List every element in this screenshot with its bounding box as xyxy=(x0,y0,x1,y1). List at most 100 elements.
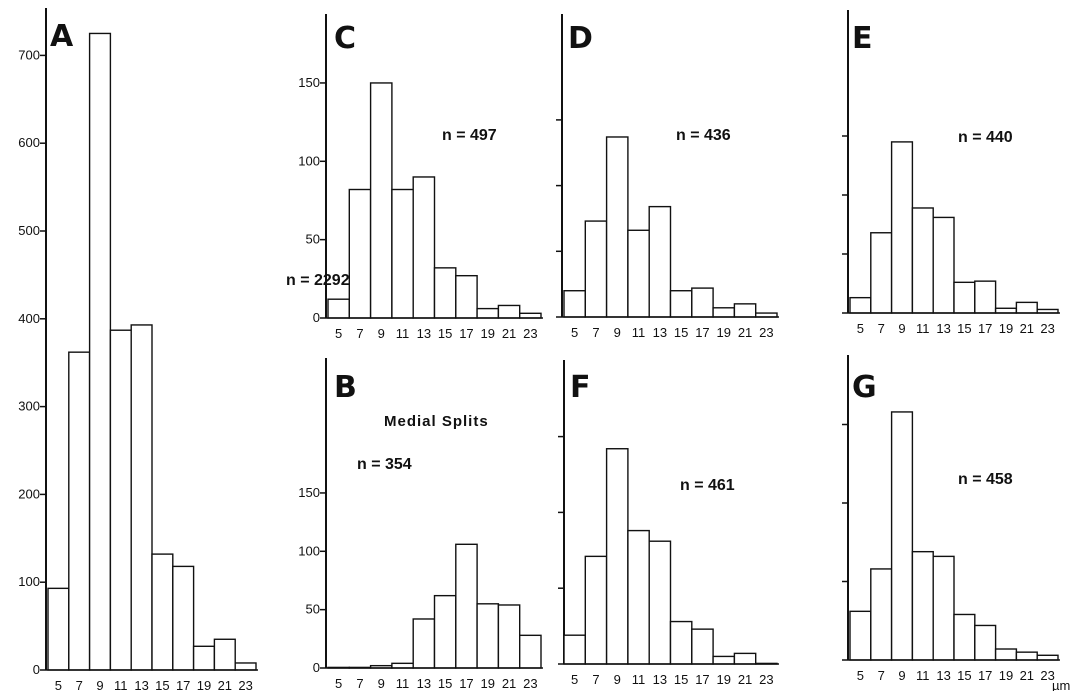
bar-21 xyxy=(497,304,521,319)
y-tick-label: 700 xyxy=(18,47,40,62)
bar-19 xyxy=(994,648,1018,661)
x-tick-label: 11 xyxy=(632,672,646,687)
bar-7 xyxy=(870,568,893,661)
x-tick-label: 13 xyxy=(134,678,148,691)
panel-letter: D xyxy=(568,21,593,56)
sample-size-label: n = 354 xyxy=(357,456,412,473)
x-tick-label: 21 xyxy=(738,325,752,340)
bar-15 xyxy=(953,281,976,314)
panel-letter: C xyxy=(334,21,356,56)
y-tick-label: 150 xyxy=(298,75,320,90)
bar-13 xyxy=(412,618,436,669)
sample-size-label: n = 436 xyxy=(676,127,731,144)
bar-7 xyxy=(870,232,893,314)
x-tick-label: 15 xyxy=(957,321,971,336)
bar-17 xyxy=(974,280,997,314)
bar-17 xyxy=(455,543,478,669)
bar-11 xyxy=(911,207,934,314)
bar-11 xyxy=(627,529,650,665)
y-tick-label: 50 xyxy=(306,232,320,247)
y-tick-label: 50 xyxy=(306,602,320,617)
x-tick-label: 11 xyxy=(396,326,410,341)
x-tick-label: 13 xyxy=(936,321,950,336)
bar-5 xyxy=(47,587,70,671)
x-tick-label: 5 xyxy=(335,326,342,341)
bar-5 xyxy=(563,290,586,318)
x-tick-label: 23 xyxy=(759,325,773,340)
y-tick-label: 0 xyxy=(313,660,320,675)
x-tick-label: 9 xyxy=(96,678,103,691)
x-tick-label: 11 xyxy=(916,668,930,683)
x-tick-label: 13 xyxy=(936,668,950,683)
x-tick-label: 19 xyxy=(481,326,495,341)
x-tick-label: 23 xyxy=(523,326,537,341)
bar-7 xyxy=(348,188,372,319)
y-tick-label: 100 xyxy=(298,543,320,558)
bar-21 xyxy=(733,303,757,318)
x-tick-label: 23 xyxy=(759,672,773,687)
x-tick-label: 21 xyxy=(1020,668,1034,683)
bar-5 xyxy=(849,610,872,661)
bar-19 xyxy=(192,645,216,671)
x-tick-label: 21 xyxy=(218,678,232,691)
x-tick-label: 19 xyxy=(481,676,495,691)
bar-9 xyxy=(605,448,629,665)
bar-11 xyxy=(109,329,132,671)
x-tick-label: 9 xyxy=(378,676,385,691)
bar-9 xyxy=(88,32,112,671)
x-tick-label: 7 xyxy=(356,326,363,341)
panel-c: 0 50 100 150 5 7 9 11 13 15 17 19 21 23 Cn = 497 xyxy=(298,14,543,341)
x-tick-label: 15 xyxy=(438,326,452,341)
sample-size-label: n = 2292 xyxy=(286,272,350,289)
x-tick-label: 17 xyxy=(459,326,473,341)
x-tick-label: 5 xyxy=(571,672,578,687)
bar-11 xyxy=(627,229,650,318)
x-tick-label: 17 xyxy=(176,678,190,691)
bar-13 xyxy=(932,216,955,314)
bar-19 xyxy=(476,307,500,319)
bar-21 xyxy=(497,604,521,669)
bar-11 xyxy=(391,188,414,319)
x-tick-label: 7 xyxy=(592,672,599,687)
x-tick-label: 21 xyxy=(1020,321,1034,336)
sample-size-label: n = 458 xyxy=(958,471,1013,488)
bar-13 xyxy=(648,205,672,318)
panel-letter: E xyxy=(852,21,873,56)
sample-size-label: n = 497 xyxy=(442,127,497,144)
y-tick-label: 100 xyxy=(18,574,40,589)
bar-9 xyxy=(890,141,914,314)
y-tick-label: 0 xyxy=(33,662,40,677)
x-tick-label: 17 xyxy=(978,321,992,336)
panel-f: 5 7 9 11 13 15 17 19 21 23 Fn = 461 xyxy=(558,360,779,687)
bar-15 xyxy=(953,613,976,661)
bar-15 xyxy=(669,290,693,318)
x-tick-label: 5 xyxy=(55,678,62,691)
bar-21 xyxy=(1015,651,1038,661)
x-tick-label: 17 xyxy=(695,672,709,687)
x-tick-label: 11 xyxy=(396,676,410,691)
subtitle-label: Medial Splits xyxy=(384,413,489,430)
bar-19 xyxy=(712,655,736,665)
bar-21 xyxy=(1015,301,1038,314)
x-tick-label: 11 xyxy=(632,325,646,340)
panel-d: 5 7 9 11 13 15 17 19 21 23 Dn = 436 xyxy=(556,14,779,340)
sample-size-label: n = 461 xyxy=(680,477,735,494)
bar-17 xyxy=(455,274,478,319)
x-tick-label: 19 xyxy=(717,325,731,340)
bar-15 xyxy=(151,553,174,671)
bar-5 xyxy=(327,298,350,319)
x-tick-label: 23 xyxy=(238,678,252,691)
bar-21 xyxy=(213,638,236,671)
x-tick-label: 9 xyxy=(614,672,621,687)
x-tick-label: 21 xyxy=(502,676,516,691)
x-tick-label: 7 xyxy=(878,668,885,683)
bar-7 xyxy=(584,220,608,318)
y-tick-label: 0 xyxy=(313,310,320,325)
bar-7 xyxy=(584,555,608,665)
x-tick-label: 21 xyxy=(502,326,516,341)
bar-9 xyxy=(605,136,629,318)
x-tick-label: 9 xyxy=(614,325,621,340)
x-tick-label: 19 xyxy=(999,668,1013,683)
